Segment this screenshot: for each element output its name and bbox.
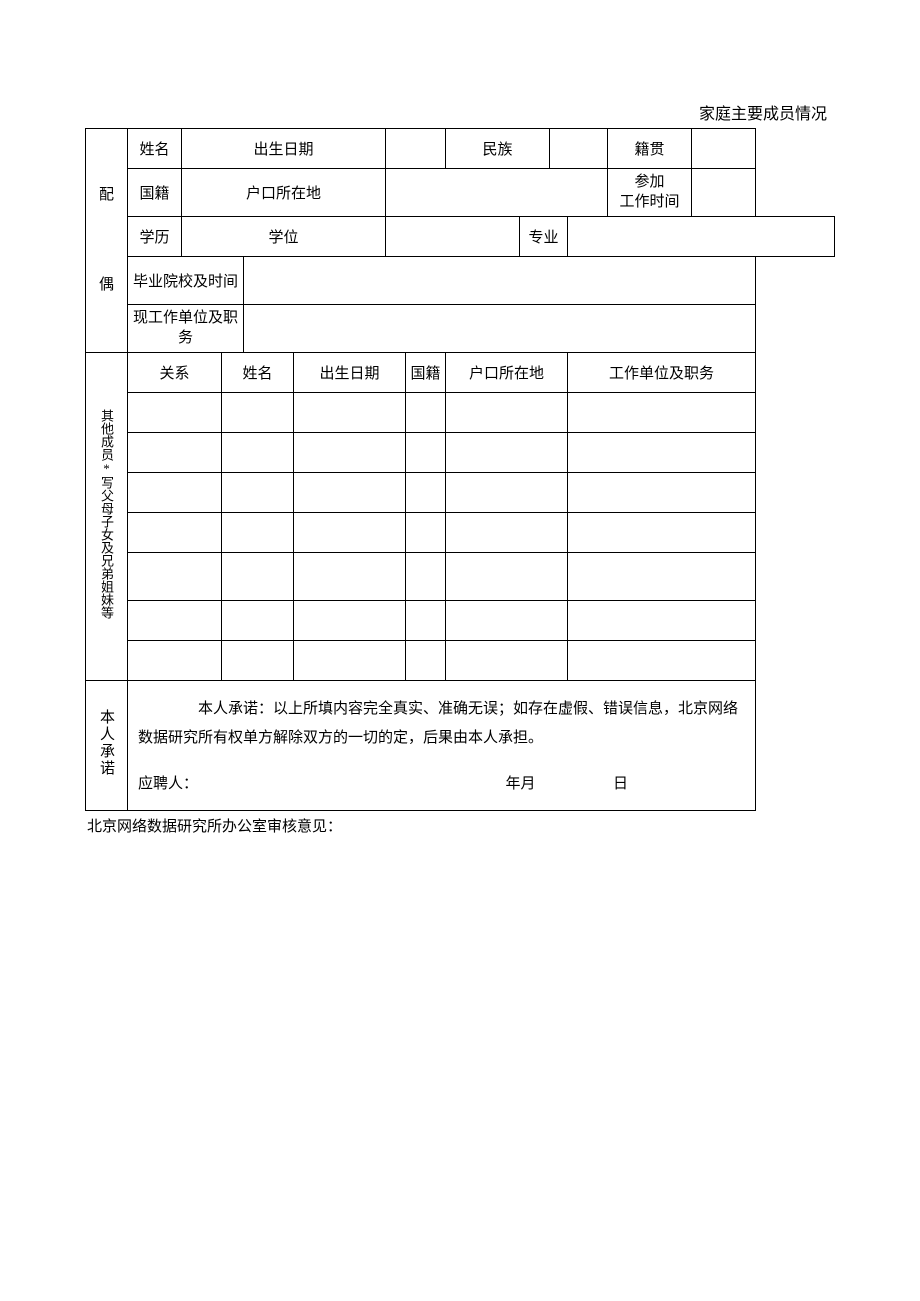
member-row (86, 433, 835, 473)
member-hukou[interactable] (446, 473, 568, 513)
member-work-position[interactable] (568, 393, 756, 433)
spouse-education-label: 学历 (128, 217, 182, 257)
spouse-work-start-label: 参加 工作时间 (608, 169, 692, 217)
other-members-section-label: 其他成员*写父母子女及兄弟姐妹等 (86, 353, 128, 681)
spouse-hukou-label: 户口所在地 (182, 169, 386, 217)
spouse-current-work-value[interactable] (244, 305, 756, 353)
commitment-content: 本人承诺：以上所填内容完全真实、准确无误；如存在虚假、错误信息，北京网络数据研究… (128, 681, 756, 811)
col-birth-date: 出生日期 (294, 353, 406, 393)
col-relation: 关系 (128, 353, 222, 393)
col-nationality: 国籍 (406, 353, 446, 393)
col-name: 姓名 (222, 353, 294, 393)
member-nationality[interactable] (406, 641, 446, 681)
member-row (86, 641, 835, 681)
member-relation[interactable] (128, 601, 222, 641)
member-name[interactable] (222, 641, 294, 681)
page-title: 家庭主要成员情况 (85, 100, 835, 124)
member-birth-date[interactable] (294, 641, 406, 681)
member-row (86, 473, 835, 513)
member-row (86, 601, 835, 641)
col-hukou: 户口所在地 (446, 353, 568, 393)
member-nationality[interactable] (406, 393, 446, 433)
member-name[interactable] (222, 473, 294, 513)
member-name[interactable] (222, 433, 294, 473)
spouse-graduation-label: 毕业院校及时间 (128, 257, 244, 305)
member-hukou[interactable] (446, 601, 568, 641)
member-birth-date[interactable] (294, 553, 406, 601)
spouse-major-value[interactable] (568, 217, 835, 257)
member-relation[interactable] (128, 641, 222, 681)
spouse-major-label: 专业 (520, 217, 568, 257)
spouse-degree-value[interactable] (386, 217, 520, 257)
spouse-ethnicity-label: 民族 (446, 129, 550, 169)
member-name[interactable] (222, 553, 294, 601)
spouse-ethnicity-value[interactable] (550, 129, 608, 169)
spouse-name-label: 姓名 (128, 129, 182, 169)
member-birth-date[interactable] (294, 513, 406, 553)
member-work-position[interactable] (568, 641, 756, 681)
member-row (86, 553, 835, 601)
date-year-month: 年月 (506, 776, 536, 792)
member-nationality[interactable] (406, 513, 446, 553)
member-hukou[interactable] (446, 433, 568, 473)
spouse-native-place-label: 籍贯 (608, 129, 692, 169)
member-name[interactable] (222, 513, 294, 553)
member-row (86, 513, 835, 553)
spouse-current-work-label: 现工作单位及职 务 (128, 305, 244, 353)
col-work-position: 工作单位及职务 (568, 353, 756, 393)
member-relation[interactable] (128, 393, 222, 433)
member-name[interactable] (222, 393, 294, 433)
spouse-native-place-value[interactable] (692, 129, 756, 169)
commitment-section-label: 本人承诺 (86, 681, 128, 811)
member-birth-date[interactable] (294, 601, 406, 641)
member-hukou[interactable] (446, 513, 568, 553)
spouse-degree-label: 学位 (182, 217, 386, 257)
member-relation[interactable] (128, 513, 222, 553)
member-work-position[interactable] (568, 473, 756, 513)
member-birth-date[interactable] (294, 433, 406, 473)
member-work-position[interactable] (568, 513, 756, 553)
spouse-birth-date-label: 出生日期 (182, 129, 386, 169)
applicant-label: 应聘人： (138, 776, 198, 792)
member-work-position[interactable] (568, 433, 756, 473)
member-work-position[interactable] (568, 553, 756, 601)
spouse-section-label: 配 偶 (86, 129, 128, 353)
member-nationality[interactable] (406, 601, 446, 641)
member-relation[interactable] (128, 553, 222, 601)
spouse-graduation-value[interactable] (244, 257, 756, 305)
member-hukou[interactable] (446, 641, 568, 681)
review-opinion-label: 北京网络数据研究所办公室审核意见： (87, 815, 835, 836)
member-hukou[interactable] (446, 393, 568, 433)
member-name[interactable] (222, 601, 294, 641)
spouse-nationality-label: 国籍 (128, 169, 182, 217)
date-day: 日 (613, 776, 628, 792)
member-hukou[interactable] (446, 553, 568, 601)
commitment-text: 本人承诺：以上所填内容完全真实、准确无误；如存在虚假、错误信息，北京网络数据研究… (138, 695, 745, 752)
member-work-position[interactable] (568, 601, 756, 641)
signature-line: 应聘人： 年月 日 (138, 770, 745, 799)
spouse-birth-date-value[interactable] (386, 129, 446, 169)
member-nationality[interactable] (406, 433, 446, 473)
member-birth-date[interactable] (294, 473, 406, 513)
member-row (86, 393, 835, 433)
member-birth-date[interactable] (294, 393, 406, 433)
member-relation[interactable] (128, 433, 222, 473)
family-members-form: 配 偶 姓名 出生日期 民族 籍贯 国籍 户口所在地 参加 工作时间 学历 学位… (85, 128, 835, 811)
spouse-work-start-value[interactable] (692, 169, 756, 217)
spouse-hukou-value[interactable] (386, 169, 608, 217)
member-nationality[interactable] (406, 553, 446, 601)
member-relation[interactable] (128, 473, 222, 513)
member-nationality[interactable] (406, 473, 446, 513)
